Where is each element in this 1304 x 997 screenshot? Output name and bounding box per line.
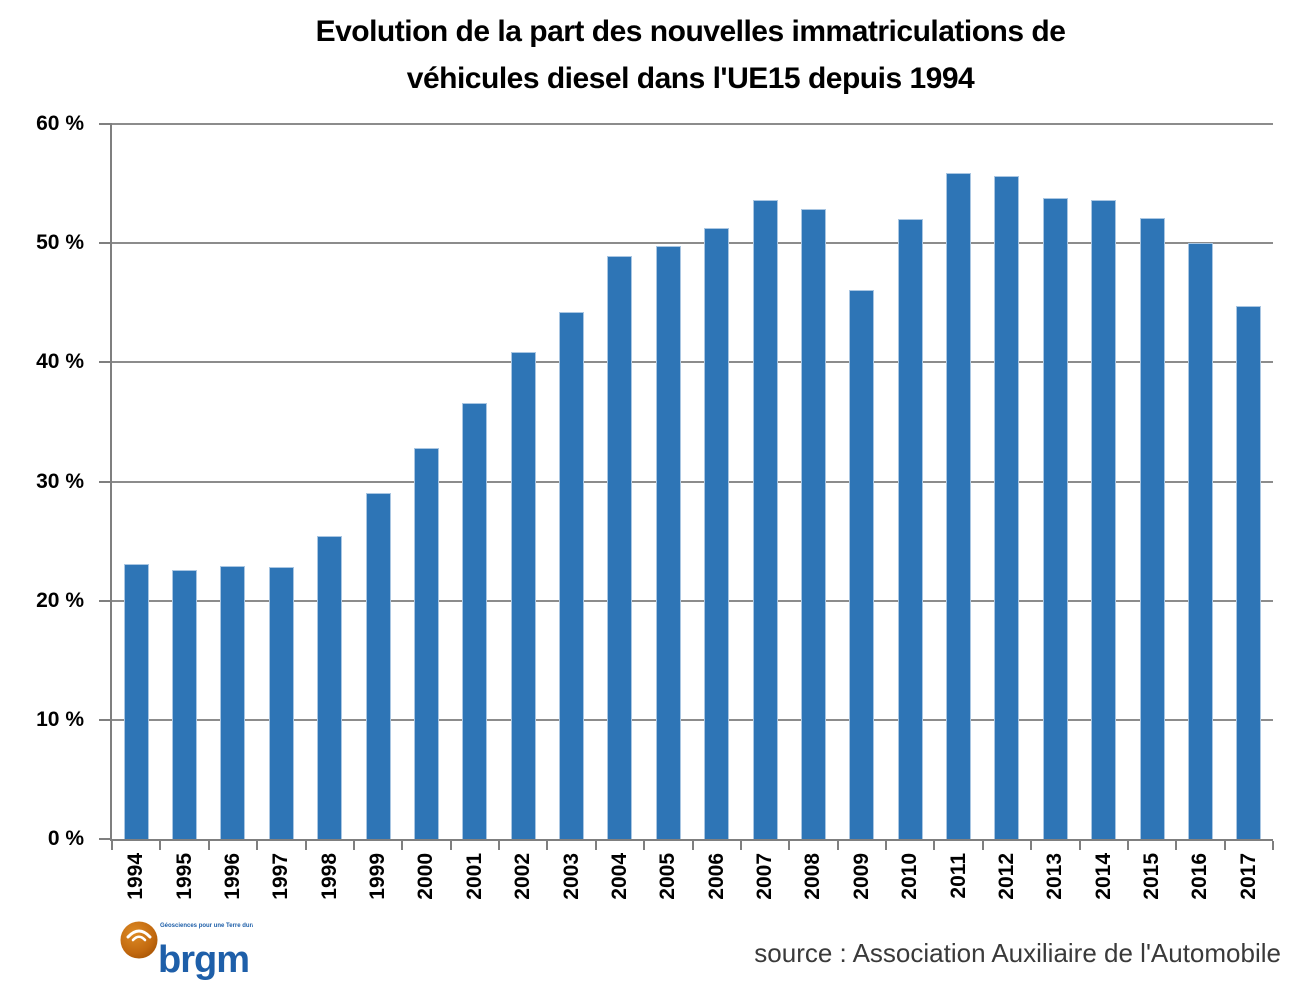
x-axis-label-2011: 2011	[946, 853, 970, 899]
bar-2005	[655, 246, 681, 839]
x-axis-label-2006: 2006	[704, 853, 728, 900]
x-axis-tick-9	[546, 841, 549, 850]
chart-title-line2: véhicules diesel dans l'UE15 depuis 1994	[406, 62, 975, 95]
x-axis-label-2008: 2008	[801, 853, 825, 900]
bar-2003	[559, 312, 585, 839]
x-axis-label-1998: 1998	[317, 853, 341, 900]
brgm-logo-brand: brgm	[158, 939, 249, 981]
x-axis-label-1999: 1999	[366, 853, 390, 900]
x-axis-label-2000: 2000	[414, 853, 438, 900]
x-axis-tick-17	[933, 841, 936, 850]
y-axis-label-50: 50 %	[36, 231, 84, 255]
x-axis-tick-8	[498, 841, 500, 850]
x-axis-label-2014: 2014	[1091, 853, 1115, 900]
y-axis-tick-20	[99, 599, 112, 602]
y-axis-label-0: 0 %	[47, 827, 84, 850]
x-axis-label-2012: 2012	[994, 853, 1018, 900]
bar-2009	[849, 290, 875, 839]
brgm-logo-tagline: Géosciences pour une Terre durable	[160, 923, 253, 929]
bar-2000	[413, 448, 439, 839]
x-axis-tick-2	[207, 841, 210, 850]
gridline-50	[112, 242, 1273, 245]
x-axis-label-2004: 2004	[607, 853, 631, 900]
y-axis-label-40: 40 %	[36, 350, 84, 374]
bar-2007	[752, 200, 778, 839]
chart-title: Evolution de la part des nouvelles immat…	[110, 8, 1271, 102]
x-axis-label-2016: 2016	[1188, 853, 1212, 900]
x-axis-tick-0	[111, 841, 113, 850]
gridline-60	[112, 123, 1273, 125]
x-axis-label-2002: 2002	[511, 853, 535, 900]
x-axis-tick-14	[788, 841, 791, 850]
x-axis-tick-23	[1223, 841, 1226, 850]
y-axis-tick-10	[99, 718, 112, 721]
bar-1995	[172, 570, 198, 839]
bar-1998	[317, 536, 343, 839]
x-axis-label-2003: 2003	[559, 853, 583, 900]
x-axis-tick-20	[1078, 841, 1081, 850]
x-axis-label-2017: 2017	[1236, 853, 1260, 900]
bar-2016	[1187, 243, 1213, 839]
bar-2008	[800, 209, 826, 839]
x-axis-tick-11	[643, 841, 646, 850]
brgm-logo: Géosciences pour une Terre durable brgm	[120, 921, 253, 981]
x-axis-tick-13	[739, 841, 742, 850]
y-axis-tick-60	[99, 123, 112, 125]
bar-1996	[220, 566, 246, 839]
x-axis-label-2010: 2010	[898, 853, 922, 900]
bar-2004	[607, 256, 633, 839]
x-axis-label-2001: 2001	[462, 853, 486, 900]
chart-title-line1: Evolution de la part des nouvelles immat…	[315, 15, 1066, 48]
y-axis-label-10: 10 %	[36, 707, 84, 731]
x-axis-tick-12	[691, 841, 694, 850]
x-axis-label-2005: 2005	[656, 853, 680, 900]
y-axis-tick-30	[99, 480, 112, 483]
x-axis-tick-10	[594, 841, 597, 850]
bar-2012	[994, 176, 1020, 839]
bar-2006	[704, 228, 730, 839]
y-axis-label-30: 30 %	[36, 469, 84, 493]
x-axis-tick-3	[256, 841, 259, 850]
y-axis-label-20: 20 %	[36, 588, 84, 612]
gridline-40	[112, 361, 1273, 364]
bar-1994	[123, 564, 149, 839]
plot-area: 0 % 10 % 20 % 30 % 40 % 50 % 60 % 1994 1995 1996 1…	[36, 112, 1274, 900]
bar-2013	[1042, 198, 1068, 839]
bar-2015	[1139, 218, 1165, 839]
y-axis-tick-40	[99, 361, 112, 364]
x-axis-tick-21	[1126, 841, 1129, 850]
x-axis-label-2015: 2015	[1140, 853, 1164, 900]
bar-2017	[1236, 306, 1262, 839]
gridline-10	[112, 718, 1273, 721]
x-axis-tick-7	[449, 841, 452, 850]
x-axis-tick-15	[836, 841, 839, 850]
gridline-30	[112, 480, 1273, 483]
bar-1997	[268, 567, 294, 839]
y-axis-label-60: 60 %	[36, 112, 84, 135]
source-attribution: source : Association Auxiliaire de l'Aut…	[754, 938, 1281, 968]
x-axis-label-2013: 2013	[1043, 853, 1067, 900]
x-axis-tick-22	[1175, 841, 1178, 850]
bar-2014	[1091, 200, 1117, 839]
x-axis-tick-1	[159, 841, 162, 850]
bar-2010	[897, 219, 923, 839]
x-axis-tick-19	[1030, 841, 1033, 850]
bar-2011	[946, 173, 972, 839]
x-axis-tick-4	[304, 841, 307, 850]
bar-2001	[462, 403, 488, 839]
x-axis-label-2007: 2007	[753, 853, 777, 900]
x-axis-tick-24	[1272, 841, 1274, 850]
brgm-logo-globe-icon	[120, 921, 158, 959]
y-axis-tick-0	[99, 838, 112, 840]
y-axis-tick-50	[99, 242, 112, 245]
bar-1999	[365, 493, 391, 839]
gridline-20	[112, 599, 1273, 602]
x-axis-tick-5	[352, 841, 355, 850]
x-axis-tick-16	[885, 841, 887, 850]
bar-2002	[510, 352, 536, 839]
x-axis-label-2009: 2009	[849, 853, 873, 900]
x-axis-tick-18	[981, 841, 984, 850]
x-axis-tick-6	[401, 841, 404, 850]
x-axis-label-1997: 1997	[269, 853, 293, 900]
